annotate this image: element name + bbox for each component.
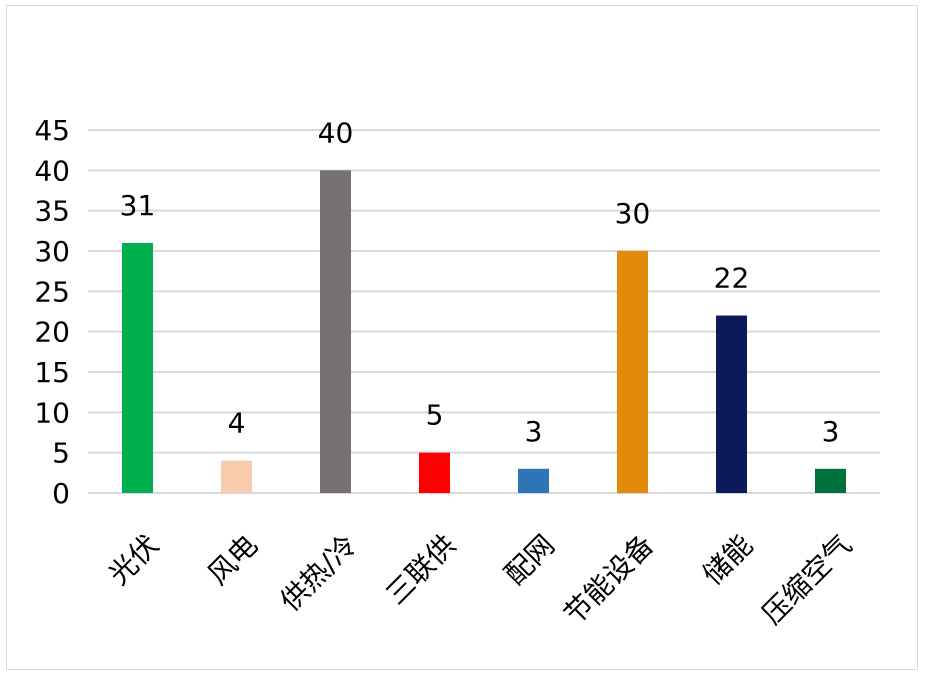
y-tick-label: 35 [34, 195, 70, 228]
data-label: 3 [525, 415, 543, 448]
y-tick-label: 5 [52, 437, 70, 470]
y-tick-label: 40 [34, 154, 70, 187]
bar [617, 251, 648, 493]
y-axis-ticks: 0 5 10 15 20 25 30 35 40 45 [34, 114, 70, 510]
y-tick-label: 45 [34, 114, 70, 147]
y-tick-label: 20 [34, 316, 70, 349]
y-tick-label: 15 [34, 356, 70, 389]
bar [320, 170, 351, 494]
x-category-label: 压缩空气 [756, 528, 859, 631]
x-category-label: 储能 [696, 528, 759, 591]
x-category-label: 三联供 [379, 528, 462, 611]
bars [122, 170, 846, 494]
data-label: 31 [120, 189, 156, 222]
x-category-label: 供热/冷 [274, 528, 363, 617]
chart-frame [6, 5, 918, 670]
y-tick-label: 0 [52, 477, 70, 510]
bar [122, 242, 153, 493]
bar [221, 460, 252, 493]
data-label: 22 [714, 262, 750, 295]
y-tick-label: 25 [34, 275, 70, 308]
data-labels: 31 4 40 5 3 30 22 3 [120, 116, 840, 447]
data-label: 30 [615, 197, 651, 230]
x-category-label: 配网 [498, 528, 561, 591]
bar [815, 468, 846, 493]
data-label: 5 [426, 399, 444, 432]
data-label: 40 [318, 116, 354, 149]
x-category-label: 节能设备 [558, 528, 661, 631]
y-tick-label: 30 [34, 235, 70, 268]
bar [716, 315, 747, 493]
y-tick-label: 10 [34, 396, 70, 429]
data-label: 3 [822, 415, 840, 448]
bar [419, 452, 450, 493]
gridlines [88, 129, 880, 494]
data-label: 4 [228, 407, 246, 440]
x-category-label: 风电 [201, 528, 264, 591]
bar [518, 468, 549, 493]
x-category-label: 光伏 [102, 528, 165, 591]
